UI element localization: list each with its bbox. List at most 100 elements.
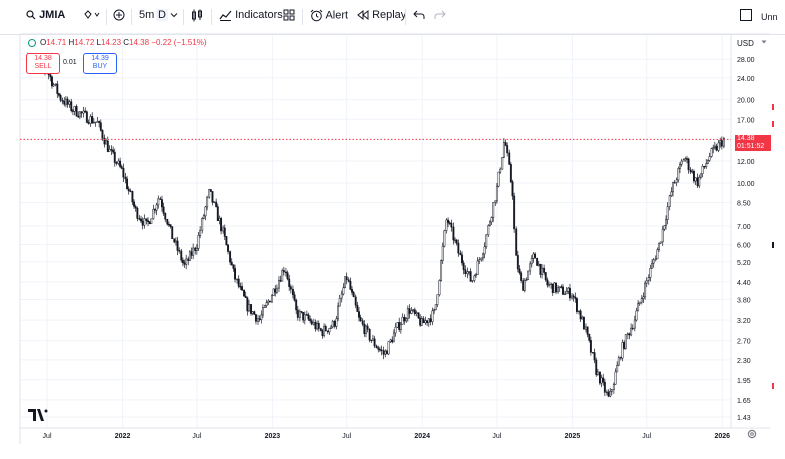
- alert-button[interactable]: Alert: [310, 9, 348, 22]
- candle-body: [593, 352, 596, 361]
- candle-body: [485, 234, 488, 248]
- price-alert-button[interactable]: [84, 9, 102, 21]
- candle-body: [534, 253, 537, 259]
- candle-body: [623, 342, 626, 349]
- price-tick-label: 12.00: [737, 159, 755, 166]
- candle-body: [195, 248, 198, 251]
- candle-body: [398, 322, 401, 330]
- undo-button[interactable]: [413, 9, 425, 21]
- candle-body: [312, 322, 315, 325]
- interval-d[interactable]: D: [156, 9, 168, 21]
- save-layout-checkbox[interactable]: [740, 9, 752, 22]
- candle-body: [478, 259, 481, 262]
- candle-body: [305, 314, 308, 316]
- candle-body: [457, 242, 460, 254]
- candle-body: [265, 302, 268, 306]
- candle-body: [359, 317, 362, 322]
- interval-dropdown[interactable]: [170, 9, 178, 19]
- candle-body: [675, 179, 678, 183]
- candle-body: [698, 176, 701, 187]
- candle-body: [431, 310, 434, 323]
- candle-body: [141, 220, 144, 226]
- candle-body: [94, 121, 97, 124]
- candle-body: [176, 240, 179, 251]
- symbol-search[interactable]: JMIA: [26, 9, 65, 21]
- candle-body: [296, 309, 299, 318]
- indicators-button[interactable]: Indicators: [219, 9, 283, 22]
- indicators-label: Indicators: [235, 9, 283, 21]
- toolbar-divider: [302, 9, 303, 25]
- currency-dropdown[interactable]: [761, 39, 767, 47]
- candle-body: [550, 283, 553, 286]
- chart-type-button[interactable]: [191, 9, 203, 22]
- candle-body: [713, 145, 716, 148]
- candle-body: [469, 271, 472, 282]
- candle-body: [145, 218, 148, 221]
- candle-body: [553, 282, 556, 293]
- buy-button[interactable]: 14.39 BUY: [83, 53, 117, 74]
- candle-body: [642, 296, 645, 299]
- candle-body: [518, 268, 521, 274]
- candle-body: [258, 318, 261, 321]
- candle-body: [612, 384, 615, 390]
- add-symbol-icon: [113, 9, 125, 21]
- candle-body: [351, 289, 353, 293]
- candle-body: [150, 218, 153, 225]
- candle-body: [140, 218, 142, 222]
- price-axis-labels: 28.00 24.00 20.00 17.00 12.00 10.00 8.50 7.00 6.…: [737, 57, 755, 422]
- tradingview-logo-icon[interactable]: [28, 409, 48, 424]
- last-price-value: 14.38: [737, 135, 755, 143]
- candle-body: [426, 320, 429, 323]
- candle-body: [436, 294, 439, 305]
- candle-body: [616, 364, 619, 373]
- replay-button[interactable]: Replay: [357, 9, 406, 21]
- candle-body: [621, 342, 624, 359]
- candle-body: [548, 284, 550, 286]
- price-tick-label: 4.40: [737, 280, 751, 287]
- candle-body: [220, 218, 223, 232]
- price-tick-label: 1.95: [737, 378, 751, 385]
- layout-name[interactable]: Unn: [761, 12, 778, 22]
- chart-grid: [20, 34, 731, 428]
- settings-gear-icon[interactable]: [747, 429, 757, 442]
- candle-body: [706, 160, 709, 164]
- sell-button[interactable]: 14.38 SELL: [26, 53, 60, 74]
- candle-body: [352, 292, 355, 298]
- redo-button[interactable]: [434, 9, 446, 21]
- candle-body: [126, 178, 129, 190]
- candle-body: [410, 310, 413, 314]
- candle-body: [152, 208, 155, 220]
- candle-body: [319, 328, 322, 331]
- interval-5m[interactable]: 5m: [139, 9, 155, 21]
- candle-body: [365, 325, 367, 334]
- checkbox-icon: [740, 9, 752, 22]
- replay-label: Replay: [372, 9, 407, 21]
- candle-body: [342, 287, 345, 295]
- candle-body: [108, 149, 111, 152]
- close-label: C: [123, 38, 130, 47]
- candle-body: [84, 110, 87, 113]
- layouts-button[interactable]: [283, 9, 295, 21]
- currency-selector[interactable]: USD: [737, 39, 754, 48]
- candle-body: [335, 318, 338, 327]
- candle-body: [321, 330, 324, 336]
- candle-body: [248, 304, 250, 312]
- compare-button[interactable]: [113, 9, 125, 21]
- candle-body: [188, 251, 191, 261]
- time-tick-label: Jul: [192, 433, 201, 440]
- candle-body: [368, 329, 371, 341]
- candle-body: [96, 121, 99, 123]
- candle-body: [682, 159, 685, 162]
- last-price-label: 14.38 01:51:52: [735, 135, 771, 152]
- candle-body: [382, 350, 385, 355]
- candle-body: [99, 122, 102, 131]
- candle-body: [712, 147, 715, 149]
- candle-body: [699, 173, 702, 178]
- candle-body: [378, 349, 381, 351]
- candle-body: [640, 298, 643, 303]
- low-label: L: [96, 38, 101, 47]
- candle-body: [119, 160, 122, 167]
- market-status-dot: [28, 38, 36, 47]
- candle-body: [190, 251, 193, 256]
